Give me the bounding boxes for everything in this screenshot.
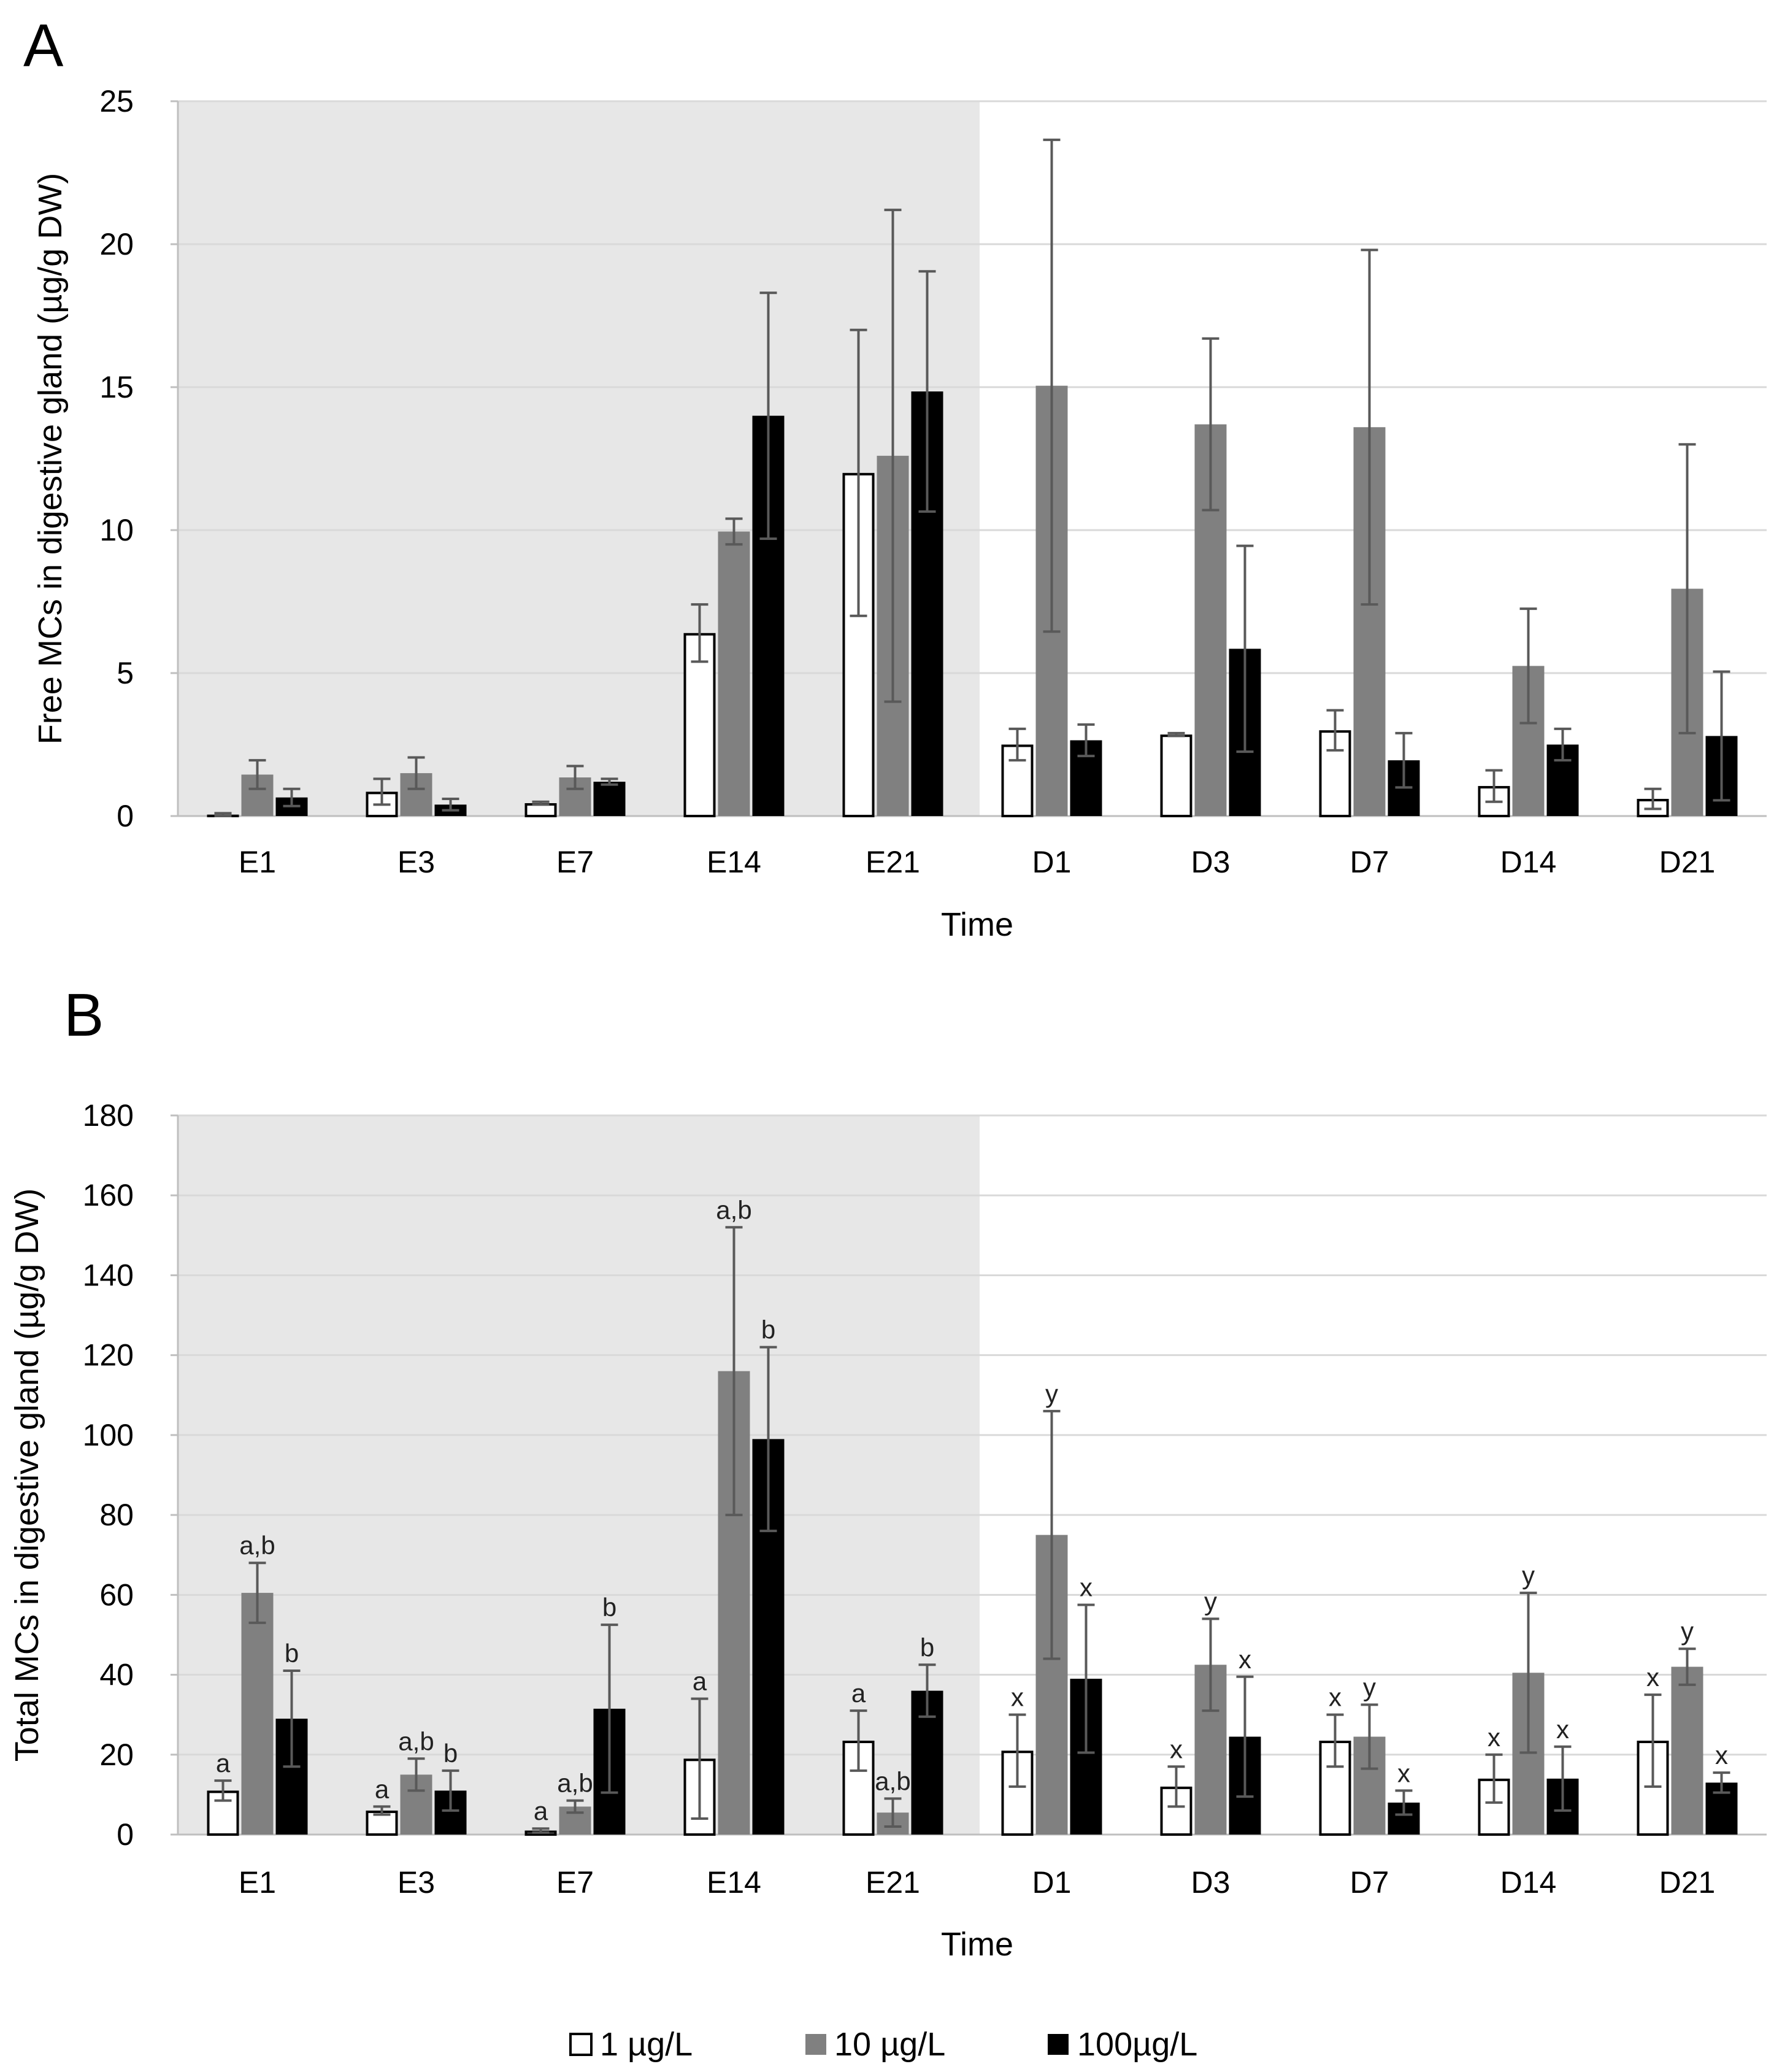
y-tick-label: 160 [83,1178,134,1212]
bar [718,531,750,816]
significance-label: x [1329,1683,1342,1712]
x-tick-label: D14 [1500,845,1557,879]
significance-label: a [534,1797,548,1825]
significance-label: x [1170,1735,1183,1763]
legend-label-1ug: 1 µg/L [600,2026,693,2063]
significance-label: x [1715,1741,1728,1770]
legend-label-100ug: 100µg/L [1077,2026,1197,2063]
x-tick-label: E7 [556,845,594,879]
significance-label: y [1204,1587,1217,1616]
x-tick-label: D7 [1350,845,1389,879]
significance-label: b [602,1593,616,1622]
x-tick-label: E14 [707,1865,761,1900]
significance-label: a,b [716,1195,751,1224]
y-tick-label: 60 [99,1577,134,1612]
y-tick-label: 10 [99,513,134,547]
y-tick-label: 0 [117,1817,134,1852]
significance-label: a [851,1679,866,1708]
x-tick-label: D3 [1191,1865,1231,1900]
y-tick-label: 20 [99,227,134,261]
significance-label: x [1488,1723,1500,1752]
x-tick-label: D21 [1659,1865,1716,1900]
x-tick-label: D3 [1191,845,1231,879]
y-tick-label: 0 [117,799,134,833]
y-tick-label: 20 [99,1738,134,1772]
legend-swatch-100ug [1048,2034,1069,2055]
legend: 1 µg/L 10 µg/L 100µg/L [569,2026,1197,2063]
significance-label: x [1646,1663,1659,1692]
significance-label: a,b [557,1769,593,1798]
significance-label: x [1080,1573,1092,1602]
significance-label: y [1045,1379,1058,1408]
x-tick-label: E3 [397,845,435,879]
x-axis-title: Time [941,1926,1013,1963]
significance-label: a [375,1774,390,1803]
significance-label: a,b [398,1727,434,1755]
chart-panel-a: 0 5 10 15 20 25 E1 E3 E7 E14 E21 D1 D3 D7 D14 D21 Time Fr… [32,84,1767,943]
x-tick-label: E3 [397,1865,435,1900]
legend-swatch-1ug [569,2033,593,2056]
bar [593,782,626,816]
y-tick-label: 15 [99,370,134,404]
y-tick-label: 100 [83,1418,134,1452]
bar [524,803,557,818]
significance-label: b [444,1739,458,1768]
bar [241,1593,274,1835]
significance-label: y [1681,1617,1694,1646]
significance-label: a,b [875,1766,910,1795]
x-tick-label: D1 [1032,1865,1072,1900]
x-axis-title: Time [941,906,1013,943]
significance-label: a,b [239,1531,275,1560]
y-axis-title: Free MCs in digestive gland (µg/g DW) [32,173,69,744]
significance-label: x [1556,1715,1569,1744]
significance-label: y [1522,1561,1535,1590]
exposure-shaded-region [178,1115,980,1835]
bar [1671,1666,1703,1835]
significance-label: a [216,1749,231,1777]
y-tick-label: 180 [83,1098,134,1133]
legend-label-10ug: 10 µg/L [834,2026,945,2063]
y-tick-label: 5 [117,656,134,690]
bar [1160,734,1192,817]
x-tick-label: E1 [239,1865,276,1900]
significance-label: b [920,1633,934,1662]
significance-label: a [693,1667,707,1696]
significance-label: b [285,1639,299,1668]
y-tick-label: 25 [99,84,134,118]
x-tick-label: D21 [1659,845,1716,879]
x-tick-label: D1 [1032,845,1072,879]
significance-label: x [1397,1758,1410,1787]
x-tick-label: E14 [707,845,761,879]
chart-panel-b: 0 20 40 60 80 100 120 140 160 180 E1 E3 E7 E14 E21 D1 D3… [9,1098,1767,1963]
legend-swatch-10ug [805,2034,826,2055]
x-tick-label: E21 [866,1865,920,1900]
x-tick-label: D7 [1350,1865,1389,1900]
significance-label: x [1011,1683,1024,1712]
y-axis-title: Total MCs in digestive gland (µg/g DW) [9,1188,45,1762]
x-tick-label: E1 [239,845,276,879]
y-tick-label: 140 [83,1258,134,1292]
x-tick-label: E21 [866,845,920,879]
panel-b-letter: B [64,981,104,1049]
y-tick-label: 40 [99,1658,134,1692]
significance-label: b [761,1315,775,1344]
y-tick-label: 120 [83,1338,134,1373]
significance-label: y [1363,1673,1376,1701]
x-tick-label: D14 [1500,1865,1557,1900]
significance-label: x [1238,1645,1251,1674]
x-tick-label: E7 [556,1865,594,1900]
y-tick-label: 80 [99,1498,134,1532]
panel-a-letter: A [23,12,64,79]
